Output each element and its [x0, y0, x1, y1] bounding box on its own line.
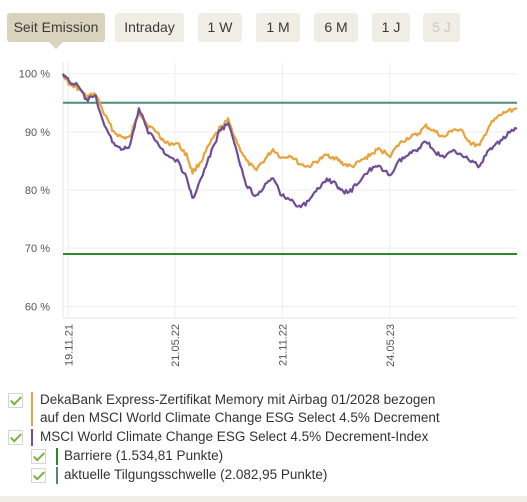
tab-1m[interactable]: 1 M [256, 13, 300, 42]
tilgungsschwelle-swatch [56, 467, 58, 484]
tab-1j[interactable]: 1 J [372, 13, 410, 42]
tab-1w[interactable]: 1 W [198, 13, 242, 42]
tab-seit-emission[interactable]: Seit Emission [7, 13, 105, 49]
legend-label-barriere: Barriere (1.534,81 Punkte) [64, 448, 224, 463]
series-lines [61, 73, 518, 209]
index-series-line [61, 73, 518, 209]
legend-label-tilgungsschwelle: aktuelle Tilgungsschwelle (2.082,95 Punk… [64, 467, 328, 482]
legend-item-tilgungsschwelle: aktuelle Tilgungsschwelle (2.082,95 Punk… [0, 466, 527, 486]
checkbox-barriere[interactable] [31, 449, 46, 464]
horizontal-scrollbar[interactable] [0, 496, 527, 502]
y-tick-label: 60 % [25, 301, 50, 313]
y-tick-label: 80 % [25, 185, 50, 197]
checkbox-index[interactable] [8, 430, 23, 445]
x-tick-label: 24.05.23 [385, 324, 397, 367]
legend-label-index: MSCI World Climate Change ESG Select 4.5… [40, 429, 429, 444]
tab-5j: 5 J [423, 13, 460, 42]
checkbox-tilgungsschwelle[interactable] [31, 468, 46, 483]
x-tick-label: 19.11.21 [63, 324, 75, 366]
zertifikat-series-line [61, 73, 518, 175]
performance-chart: 60 % 70 % 80 % 90 % 100 % 19.11.21 21.05.22 21… [19, 62, 518, 367]
x-tick-label: 21.11.22 [277, 324, 289, 366]
legend-item-index: MSCI World Climate Change ESG Select 4.5… [0, 428, 527, 448]
legend-item-barriere: Barriere (1.534,81 Punkte) [0, 447, 527, 467]
legend-label-zertifikat-line1: DekaBank Express-Zertifikat Memory mit A… [40, 392, 436, 407]
reference-lines [63, 101, 517, 255]
barriere-swatch [56, 448, 58, 465]
y-tick-label: 70 % [25, 243, 50, 255]
index-swatch [31, 429, 33, 446]
range-tabs: Seit Emission Intraday 1 W 1 M 6 M 1 J 5… [0, 0, 527, 60]
y-axis-ticks: 60 % 70 % 80 % 90 % 100 % [19, 69, 50, 314]
grid [62, 62, 517, 319]
y-tick-label: 90 % [25, 127, 50, 139]
zertifikat-swatch [31, 392, 33, 426]
tab-6m[interactable]: 6 M [314, 13, 358, 42]
tab-intraday[interactable]: Intraday [115, 13, 184, 42]
legend-item-zertifikat: DekaBank Express-Zertifikat Memory mit A… [0, 384, 527, 426]
x-axis-ticks: 19.11.21 21.05.22 21.11.22 24.05.23 [63, 324, 397, 367]
y-tick-label: 100 % [19, 69, 50, 81]
checkbox-zertifikat[interactable] [8, 393, 23, 408]
legend-label-zertifikat-line2: auf den MSCI World Climate Change ESG Se… [40, 410, 440, 425]
x-tick-label: 21.05.22 [170, 324, 182, 367]
